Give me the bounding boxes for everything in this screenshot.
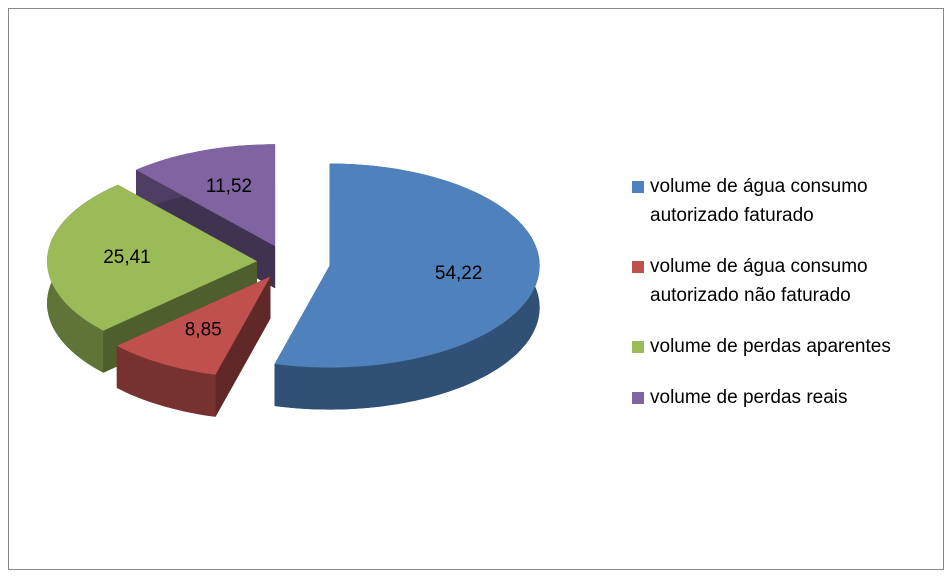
slice bbox=[116, 276, 271, 375]
data-label: 8,85 bbox=[185, 320, 222, 341]
legend-item: volume de perdas aparentes bbox=[632, 332, 942, 361]
legend-label: volume de água consumo autorizado fatura… bbox=[650, 176, 868, 226]
legend-item: volume de água consumo autorizado não fa… bbox=[632, 252, 942, 310]
legend-item: volume de perdas reais bbox=[632, 383, 942, 412]
slice bbox=[274, 163, 540, 368]
legend-label: volume de perdas aparentes bbox=[650, 336, 891, 357]
data-label: 54,22 bbox=[435, 263, 483, 284]
legend-swatch bbox=[632, 181, 644, 193]
slice-side bbox=[116, 345, 216, 417]
data-label: 25,41 bbox=[103, 247, 151, 268]
slice bbox=[47, 184, 257, 331]
slice bbox=[136, 144, 276, 247]
legend-label: volume de água consumo autorizado não fa… bbox=[650, 256, 868, 306]
legend-label: volume de perdas reais bbox=[650, 387, 848, 408]
legend-swatch bbox=[632, 341, 644, 353]
legend-swatch bbox=[632, 392, 644, 404]
legend-item: volume de água consumo autorizado fatura… bbox=[632, 172, 942, 230]
legend: volume de água consumo autorizado fatura… bbox=[632, 172, 942, 434]
legend-swatch bbox=[632, 261, 644, 273]
data-label: 11,52 bbox=[206, 176, 252, 197]
